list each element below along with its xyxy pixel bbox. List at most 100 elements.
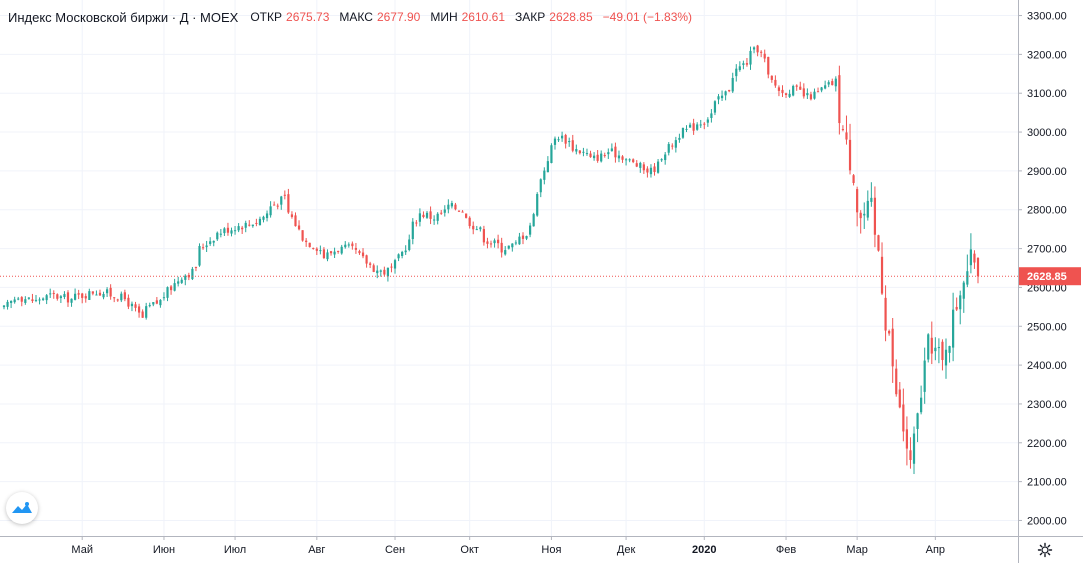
candle <box>628 158 631 163</box>
candle-body <box>944 349 948 366</box>
candle-body <box>450 203 453 207</box>
candle <box>209 237 212 246</box>
candle-body <box>34 299 38 301</box>
candle-body <box>468 217 471 227</box>
candle <box>635 160 638 168</box>
candle <box>95 290 98 296</box>
candle <box>671 143 674 150</box>
candle <box>514 240 517 246</box>
candle <box>749 46 752 70</box>
candle <box>681 127 685 139</box>
candle-body <box>735 68 738 77</box>
candle <box>976 257 980 284</box>
candle-body <box>322 249 326 258</box>
candle <box>287 188 290 214</box>
candle <box>532 212 535 227</box>
last-price-badge: 2628.85 <box>1019 267 1081 286</box>
candle <box>799 81 802 91</box>
candle <box>653 163 656 176</box>
x-tick-label: 2020 <box>692 544 716 556</box>
high-value: 2677.90 <box>376 10 421 24</box>
candle-body <box>262 216 265 220</box>
candle <box>504 246 507 256</box>
candle <box>59 295 62 303</box>
candle-body <box>529 225 532 235</box>
candle <box>436 212 439 225</box>
candle-body <box>269 206 272 216</box>
candle-body <box>610 148 613 152</box>
tradingview-logo-icon[interactable] <box>6 492 38 524</box>
candle <box>447 199 450 214</box>
candle-body <box>536 194 539 216</box>
candle <box>169 285 173 295</box>
candle-body <box>248 224 251 226</box>
candle <box>361 248 365 259</box>
candle <box>674 136 677 153</box>
candle-body <box>912 433 916 464</box>
candle <box>880 242 884 295</box>
candle <box>617 150 621 163</box>
candle-body <box>873 197 877 235</box>
candle-body <box>952 309 955 348</box>
candle-body <box>560 135 564 139</box>
candle <box>518 232 521 245</box>
candle <box>244 220 247 233</box>
candle <box>543 167 546 185</box>
change-value: −49.01 (−1.83%) <box>602 10 693 24</box>
candle <box>401 250 404 259</box>
candle <box>297 220 301 231</box>
candle-body <box>351 243 354 247</box>
candle <box>365 254 368 268</box>
candle <box>777 85 781 97</box>
candle <box>742 60 745 70</box>
candle-body <box>923 360 926 392</box>
candle <box>802 83 805 99</box>
candle-body <box>27 297 30 299</box>
y-tick-label: 2300.00 <box>1027 399 1067 411</box>
candle <box>724 90 727 101</box>
candle <box>866 190 869 221</box>
candle-body <box>280 196 283 205</box>
candle-body <box>358 251 361 254</box>
candle <box>49 288 52 298</box>
candle <box>319 245 322 255</box>
candle <box>152 302 155 307</box>
gear-icon[interactable] <box>1034 539 1056 561</box>
candle <box>763 49 766 63</box>
candle <box>475 225 478 231</box>
candle <box>607 148 610 159</box>
chart-title: Индекс Московской биржи · Д · MOEX <box>8 9 239 25</box>
candle <box>838 65 841 135</box>
candle-body <box>155 300 158 304</box>
candle-body <box>681 127 685 138</box>
candle <box>148 302 151 308</box>
candle-body <box>863 213 866 216</box>
candle-body <box>621 156 624 160</box>
candle <box>173 278 176 292</box>
candle <box>795 84 798 91</box>
candle-body <box>123 292 126 300</box>
candle-body <box>628 159 631 161</box>
candle <box>315 247 318 256</box>
candle-body <box>226 227 230 233</box>
candle-body <box>433 219 436 221</box>
candle <box>706 117 709 127</box>
x-tick-label: Мар <box>846 544 868 556</box>
candle-body <box>489 243 493 245</box>
candle-body <box>774 79 777 86</box>
candle <box>116 298 119 302</box>
x-tick-label: Июн <box>153 544 175 556</box>
candle <box>521 232 525 245</box>
candle-body <box>418 213 422 222</box>
open-value: 2675.73 <box>286 10 330 24</box>
candle-body <box>742 63 745 65</box>
candle-body <box>959 295 962 310</box>
candle <box>827 80 830 88</box>
candle-body <box>301 230 304 241</box>
candle <box>415 220 418 227</box>
candle <box>166 286 169 302</box>
candle <box>525 235 528 241</box>
candle-body <box>550 145 553 163</box>
candle-body <box>113 297 116 299</box>
